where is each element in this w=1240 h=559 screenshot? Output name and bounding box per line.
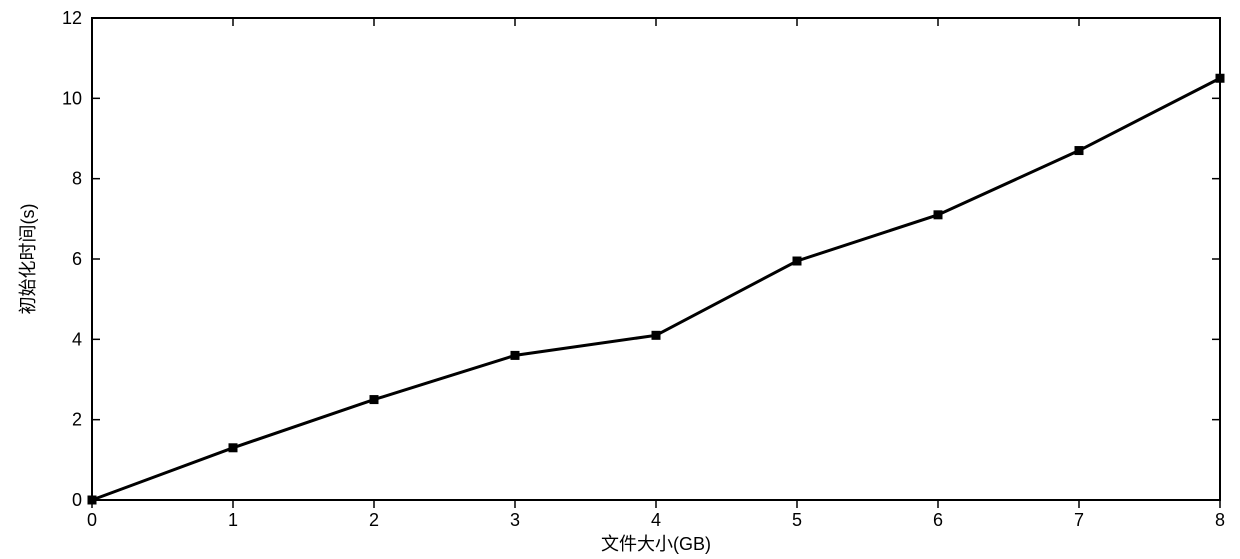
y-tick-label: 2 bbox=[72, 410, 82, 430]
data-marker bbox=[511, 351, 519, 359]
x-tick-label: 5 bbox=[792, 510, 802, 530]
x-tick-label: 7 bbox=[1074, 510, 1084, 530]
line-chart: 012345678024681012文件大小(GB)初始化时间(s) bbox=[0, 0, 1240, 559]
y-tick-label: 12 bbox=[62, 8, 82, 28]
y-tick-label: 0 bbox=[72, 490, 82, 510]
data-marker bbox=[229, 444, 237, 452]
x-tick-label: 8 bbox=[1215, 510, 1225, 530]
data-marker bbox=[370, 396, 378, 404]
y-axis-label: 初始化时间(s) bbox=[18, 204, 38, 315]
chart-container: 012345678024681012文件大小(GB)初始化时间(s) bbox=[0, 0, 1240, 559]
y-tick-label: 4 bbox=[72, 329, 82, 349]
plot-box bbox=[92, 18, 1220, 500]
y-tick-label: 6 bbox=[72, 249, 82, 269]
y-tick-label: 8 bbox=[72, 169, 82, 189]
data-marker bbox=[1075, 147, 1083, 155]
data-marker bbox=[793, 257, 801, 265]
x-axis-label: 文件大小(GB) bbox=[601, 534, 711, 554]
x-tick-label: 2 bbox=[369, 510, 379, 530]
data-marker bbox=[652, 331, 660, 339]
x-tick-label: 6 bbox=[933, 510, 943, 530]
x-tick-label: 4 bbox=[651, 510, 661, 530]
y-tick-label: 10 bbox=[62, 88, 82, 108]
x-tick-label: 0 bbox=[87, 510, 97, 530]
x-tick-label: 1 bbox=[228, 510, 238, 530]
data-line bbox=[92, 78, 1220, 500]
data-marker bbox=[934, 211, 942, 219]
data-marker bbox=[1216, 74, 1224, 82]
data-marker bbox=[88, 496, 96, 504]
x-tick-label: 3 bbox=[510, 510, 520, 530]
